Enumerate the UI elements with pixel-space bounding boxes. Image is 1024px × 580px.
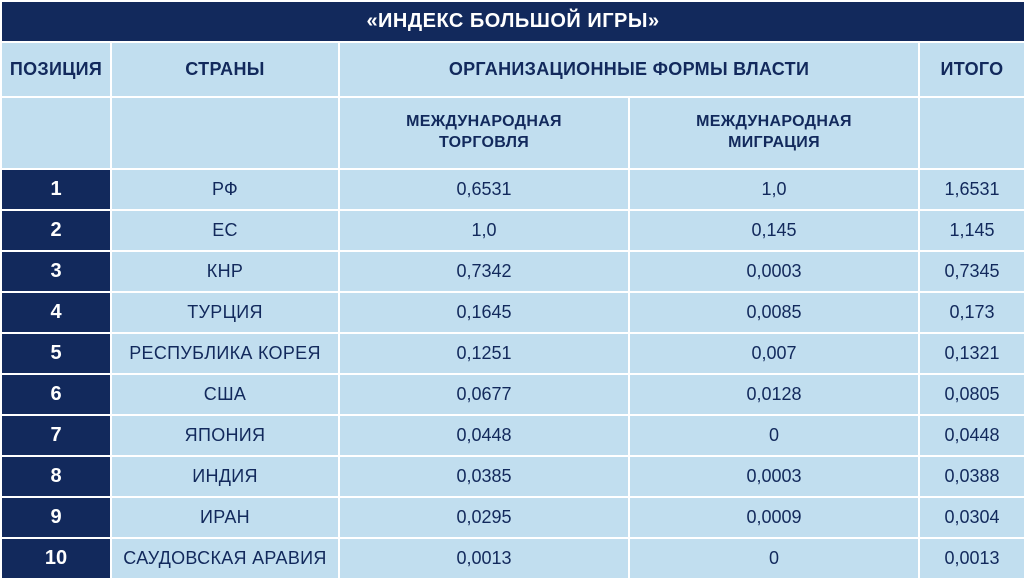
table-title: «ИНДЕКС БОЛЬШОЙ ИГРЫ» xyxy=(1,1,1024,42)
title-row: «ИНДЕКС БОЛЬШОЙ ИГРЫ» xyxy=(1,1,1024,42)
cell-migration: 0,0085 xyxy=(629,292,919,333)
index-table-container: «ИНДЕКС БОЛЬШОЙ ИГРЫ» ПОЗИЦИЯ СТРАНЫ ОРГ… xyxy=(0,0,1024,580)
cell-total: 0,7345 xyxy=(919,251,1024,292)
col-subheader-countries-blank xyxy=(111,97,339,169)
cell-trade: 0,0385 xyxy=(339,456,629,497)
cell-trade: 0,0013 xyxy=(339,538,629,579)
cell-trade: 0,1645 xyxy=(339,292,629,333)
subheader-row: МЕЖДУНАРОДНАЯТОРГОВЛЯ МЕЖДУНАРОДНАЯМИГРА… xyxy=(1,97,1024,169)
cell-country: ИРАН xyxy=(111,497,339,538)
cell-trade: 0,0677 xyxy=(339,374,629,415)
cell-migration: 0 xyxy=(629,415,919,456)
cell-position: 9 xyxy=(1,497,111,538)
index-table: «ИНДЕКС БОЛЬШОЙ ИГРЫ» ПОЗИЦИЯ СТРАНЫ ОРГ… xyxy=(0,0,1024,580)
cell-trade: 0,6531 xyxy=(339,169,629,210)
cell-total: 0,0013 xyxy=(919,538,1024,579)
col-subheader-total-blank xyxy=(919,97,1024,169)
cell-country: ТУРЦИЯ xyxy=(111,292,339,333)
cell-country: ИНДИЯ xyxy=(111,456,339,497)
col-header-countries: СТРАНЫ xyxy=(111,42,339,97)
col-subheader-trade: МЕЖДУНАРОДНАЯТОРГОВЛЯ xyxy=(339,97,629,169)
table-row: 4 ТУРЦИЯ 0,1645 0,0085 0,173 xyxy=(1,292,1024,333)
cell-migration: 1,0 xyxy=(629,169,919,210)
cell-position: 8 xyxy=(1,456,111,497)
cell-total: 0,0448 xyxy=(919,415,1024,456)
cell-country: ЯПОНИЯ xyxy=(111,415,339,456)
cell-position: 1 xyxy=(1,169,111,210)
col-subheader-position-blank xyxy=(1,97,111,169)
table-row: 9 ИРАН 0,0295 0,0009 0,0304 xyxy=(1,497,1024,538)
cell-migration: 0,145 xyxy=(629,210,919,251)
cell-migration: 0,0009 xyxy=(629,497,919,538)
col-subheader-migration: МЕЖДУНАРОДНАЯМИГРАЦИЯ xyxy=(629,97,919,169)
cell-trade: 0,0295 xyxy=(339,497,629,538)
cell-country: САУДОВСКАЯ АРАВИЯ xyxy=(111,538,339,579)
cell-trade: 0,0448 xyxy=(339,415,629,456)
cell-total: 1,145 xyxy=(919,210,1024,251)
cell-country: РФ xyxy=(111,169,339,210)
cell-country: США xyxy=(111,374,339,415)
table-row: 8 ИНДИЯ 0,0385 0,0003 0,0388 xyxy=(1,456,1024,497)
migration-line1: МЕЖДУНАРОДНАЯМИГРАЦИЯ xyxy=(696,113,852,151)
cell-total: 0,0805 xyxy=(919,374,1024,415)
cell-total: 1,6531 xyxy=(919,169,1024,210)
table-row: 3 КНР 0,7342 0,0003 0,7345 xyxy=(1,251,1024,292)
cell-trade: 0,7342 xyxy=(339,251,629,292)
cell-country: РЕСПУБЛИКА КОРЕЯ xyxy=(111,333,339,374)
cell-migration: 0,007 xyxy=(629,333,919,374)
header-row: ПОЗИЦИЯ СТРАНЫ ОРГАНИЗАЦИОННЫЕ ФОРМЫ ВЛА… xyxy=(1,42,1024,97)
cell-migration: 0,0003 xyxy=(629,456,919,497)
cell-country: ЕС xyxy=(111,210,339,251)
trade-line1: МЕЖДУНАРОДНАЯТОРГОВЛЯ xyxy=(406,113,562,151)
cell-position: 7 xyxy=(1,415,111,456)
table-row: 6 США 0,0677 0,0128 0,0805 xyxy=(1,374,1024,415)
table-row: 1 РФ 0,6531 1,0 1,6531 xyxy=(1,169,1024,210)
table-row: 5 РЕСПУБЛИКА КОРЕЯ 0,1251 0,007 0,1321 xyxy=(1,333,1024,374)
cell-migration: 0,0128 xyxy=(629,374,919,415)
cell-position: 5 xyxy=(1,333,111,374)
table-row: 2 ЕС 1,0 0,145 1,145 xyxy=(1,210,1024,251)
cell-migration: 0 xyxy=(629,538,919,579)
col-header-position: ПОЗИЦИЯ xyxy=(1,42,111,97)
cell-total: 0,0388 xyxy=(919,456,1024,497)
cell-total: 0,1321 xyxy=(919,333,1024,374)
col-header-total: ИТОГО xyxy=(919,42,1024,97)
cell-position: 2 xyxy=(1,210,111,251)
cell-position: 4 xyxy=(1,292,111,333)
cell-migration: 0,0003 xyxy=(629,251,919,292)
cell-total: 0,173 xyxy=(919,292,1024,333)
cell-position: 3 xyxy=(1,251,111,292)
table-row: 7 ЯПОНИЯ 0,0448 0 0,0448 xyxy=(1,415,1024,456)
table-row: 10 САУДОВСКАЯ АРАВИЯ 0,0013 0 0,0013 xyxy=(1,538,1024,579)
cell-country: КНР xyxy=(111,251,339,292)
cell-position: 10 xyxy=(1,538,111,579)
cell-trade: 0,1251 xyxy=(339,333,629,374)
col-header-org-forms: ОРГАНИЗАЦИОННЫЕ ФОРМЫ ВЛАСТИ xyxy=(339,42,919,97)
cell-total: 0,0304 xyxy=(919,497,1024,538)
cell-trade: 1,0 xyxy=(339,210,629,251)
cell-position: 6 xyxy=(1,374,111,415)
table-body: 1 РФ 0,6531 1,0 1,6531 2 ЕС 1,0 0,145 1,… xyxy=(1,169,1024,579)
